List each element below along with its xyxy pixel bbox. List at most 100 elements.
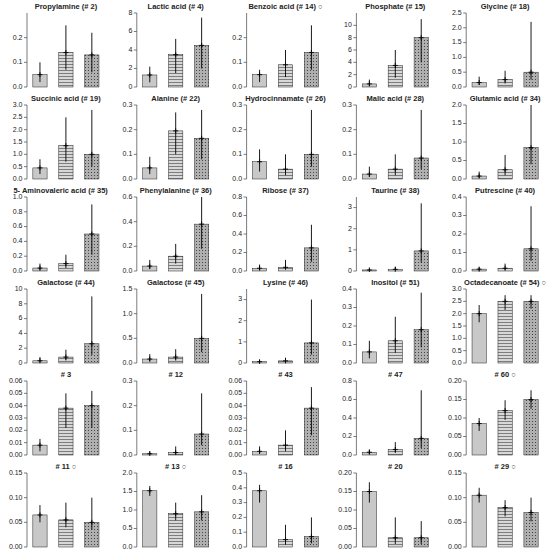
y-tick-label: 0.0 — [342, 451, 352, 458]
y-tick-label: 2.5 — [452, 297, 462, 304]
median-marker — [283, 167, 288, 172]
y-tick — [353, 418, 356, 419]
subplot-title: Alanine (# 22) — [151, 94, 200, 103]
subplot-title: Galactose (# 44) — [37, 278, 95, 287]
y-tick-label: 0.5 — [452, 347, 462, 354]
median-marker — [477, 267, 482, 272]
y-tick-label: 0.4 — [232, 230, 242, 237]
y-tick — [24, 430, 27, 431]
subplot-title: Ribose (# 37) — [262, 186, 309, 195]
y-tick-label: 6 — [128, 27, 132, 34]
y-tick — [24, 497, 27, 498]
y-tick-label: 8 — [19, 300, 23, 307]
y-tick-label: 3.0 — [452, 285, 462, 292]
median-marker — [367, 81, 372, 86]
y-tick-label: 2.5 — [13, 113, 23, 120]
subplot-title: Propylamine (# 2) — [35, 2, 98, 11]
y-tick — [463, 72, 466, 73]
y-tick — [134, 197, 137, 198]
median-marker — [199, 336, 204, 341]
subplot-title: 5- Aminovaleric acid (# 35) — [13, 186, 108, 195]
subplot: 0.00.10.20.3# 12 — [123, 370, 209, 458]
median-marker — [529, 299, 534, 304]
subplot-title: # 60 ○ — [494, 370, 515, 379]
y-tick-label: 0.0 — [123, 267, 133, 274]
y-tick-label: 0.00 — [448, 451, 462, 458]
y-tick-label: 2 — [348, 71, 352, 78]
median-marker — [393, 535, 398, 540]
median-marker — [199, 509, 204, 514]
median-marker — [199, 432, 204, 437]
y-tick — [353, 307, 356, 308]
y-tick — [24, 405, 27, 406]
median-marker — [89, 403, 94, 408]
y-axis-line — [27, 13, 28, 87]
y-tick-label: 0.0 — [452, 359, 462, 366]
y-tick — [24, 142, 27, 143]
y-tick-label: 0.0 — [342, 359, 352, 366]
y-tick — [244, 197, 247, 198]
y-tick-label: 0.4 — [342, 285, 352, 292]
y-tick-label: 0.05 — [448, 518, 462, 525]
median-marker — [283, 265, 288, 270]
y-axis-line — [466, 473, 467, 547]
y-tick-label: 1.5 — [452, 38, 462, 45]
subplot: 0123Taurine (# 38) — [348, 186, 428, 274]
y-tick-label: 0.04 — [228, 402, 242, 409]
y-tick-label: 0.20 — [338, 469, 352, 476]
y-tick — [244, 105, 247, 106]
subplot: 0.000.010.020.030.040.050.06# 43 — [228, 370, 318, 458]
y-tick — [24, 455, 27, 456]
y-tick-label: 1 — [238, 338, 242, 345]
y-tick — [24, 418, 27, 419]
y-tick-label: 0.05 — [448, 432, 462, 439]
y-tick — [244, 87, 247, 88]
median-marker — [63, 355, 68, 360]
median-marker — [367, 450, 372, 455]
y-tick — [244, 37, 247, 38]
median-marker — [173, 128, 178, 133]
median-marker — [477, 174, 482, 179]
y-tick — [134, 221, 137, 222]
median-marker — [419, 35, 424, 40]
error-bar — [91, 110, 92, 167]
y-tick — [353, 62, 356, 63]
subplot-title: # 3 — [61, 370, 71, 379]
median-marker — [393, 63, 398, 68]
y-tick — [463, 381, 466, 382]
median-marker — [173, 511, 178, 516]
median-marker — [37, 358, 42, 363]
y-tick — [463, 418, 466, 419]
median-marker — [503, 505, 508, 510]
y-tick-label: 0.5 — [13, 163, 23, 170]
y-tick-label: 0.3 — [232, 101, 242, 108]
bar — [498, 301, 512, 363]
subplot: 0.00.51.01.52.0Glutamic acid (# 34) — [452, 94, 541, 182]
plot-area — [252, 225, 318, 271]
y-tick-label: 0.3 — [232, 498, 242, 505]
y-tick-label: 3.0 — [13, 101, 23, 108]
y-tick — [134, 363, 137, 364]
y-tick-label: 0 — [128, 83, 132, 90]
y-tick — [353, 207, 356, 208]
y-tick — [463, 197, 466, 198]
y-tick-label: 0.2 — [342, 322, 352, 329]
y-tick-label: 1 — [348, 246, 352, 253]
plot-area — [472, 105, 538, 179]
bar — [143, 491, 157, 547]
y-axis-line — [27, 289, 28, 363]
y-tick — [353, 547, 356, 548]
y-tick — [463, 473, 466, 474]
y-tick — [24, 62, 27, 63]
y-tick-label: 0.2 — [342, 126, 352, 133]
y-tick — [244, 502, 247, 503]
y-tick — [244, 517, 247, 518]
y-tick — [134, 430, 137, 431]
median-marker — [503, 299, 508, 304]
subplot-title: Succinic acid (# 19) — [31, 94, 101, 103]
y-tick — [134, 289, 137, 290]
y-tick — [244, 455, 247, 456]
y-tick — [463, 338, 466, 339]
median-marker — [63, 50, 68, 55]
y-tick — [463, 313, 466, 314]
